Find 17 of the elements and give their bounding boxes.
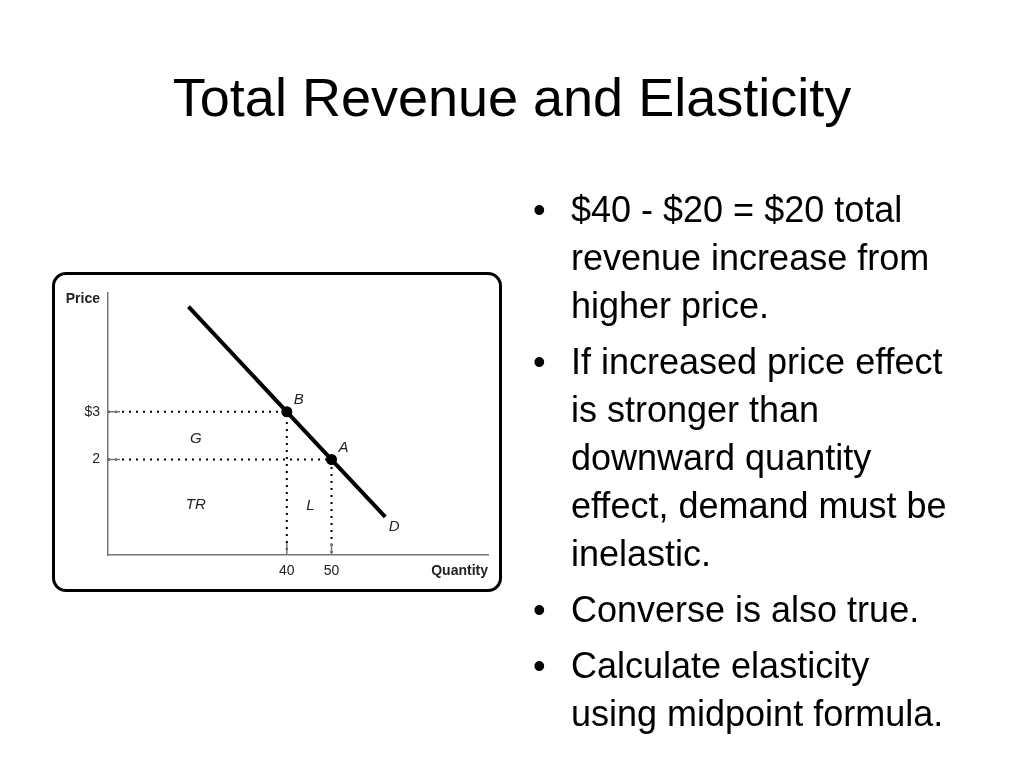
- y-axis-title: Price: [65, 290, 101, 307]
- y-tick-label: 2: [92, 450, 101, 467]
- x-tick-label: 50: [323, 562, 340, 579]
- y-tick-label: $3: [84, 402, 101, 419]
- chart-title: Total Revenue and Elasticity: [171, 66, 853, 129]
- text: • Converse is also true.: [533, 588, 921, 632]
- text: • If increased price effect is stronger than downward quantity effect, demand must be inelastic.: [533, 340, 948, 576]
- text: • Calculate elasticity using midpoint formula.: [533, 644, 945, 736]
- annotation: A: [337, 437, 349, 455]
- annotation: L: [306, 496, 315, 514]
- annotation: B: [293, 389, 304, 407]
- annotation: TR: [185, 495, 206, 513]
- annotation: D: [388, 516, 400, 534]
- x-axis-title: Quantity: [431, 561, 489, 578]
- annotation: G: [189, 428, 202, 446]
- text: • $40 - $20 = $20 total revenue increase from higher price.: [533, 188, 931, 328]
- x-tick-label: 40: [279, 562, 295, 579]
